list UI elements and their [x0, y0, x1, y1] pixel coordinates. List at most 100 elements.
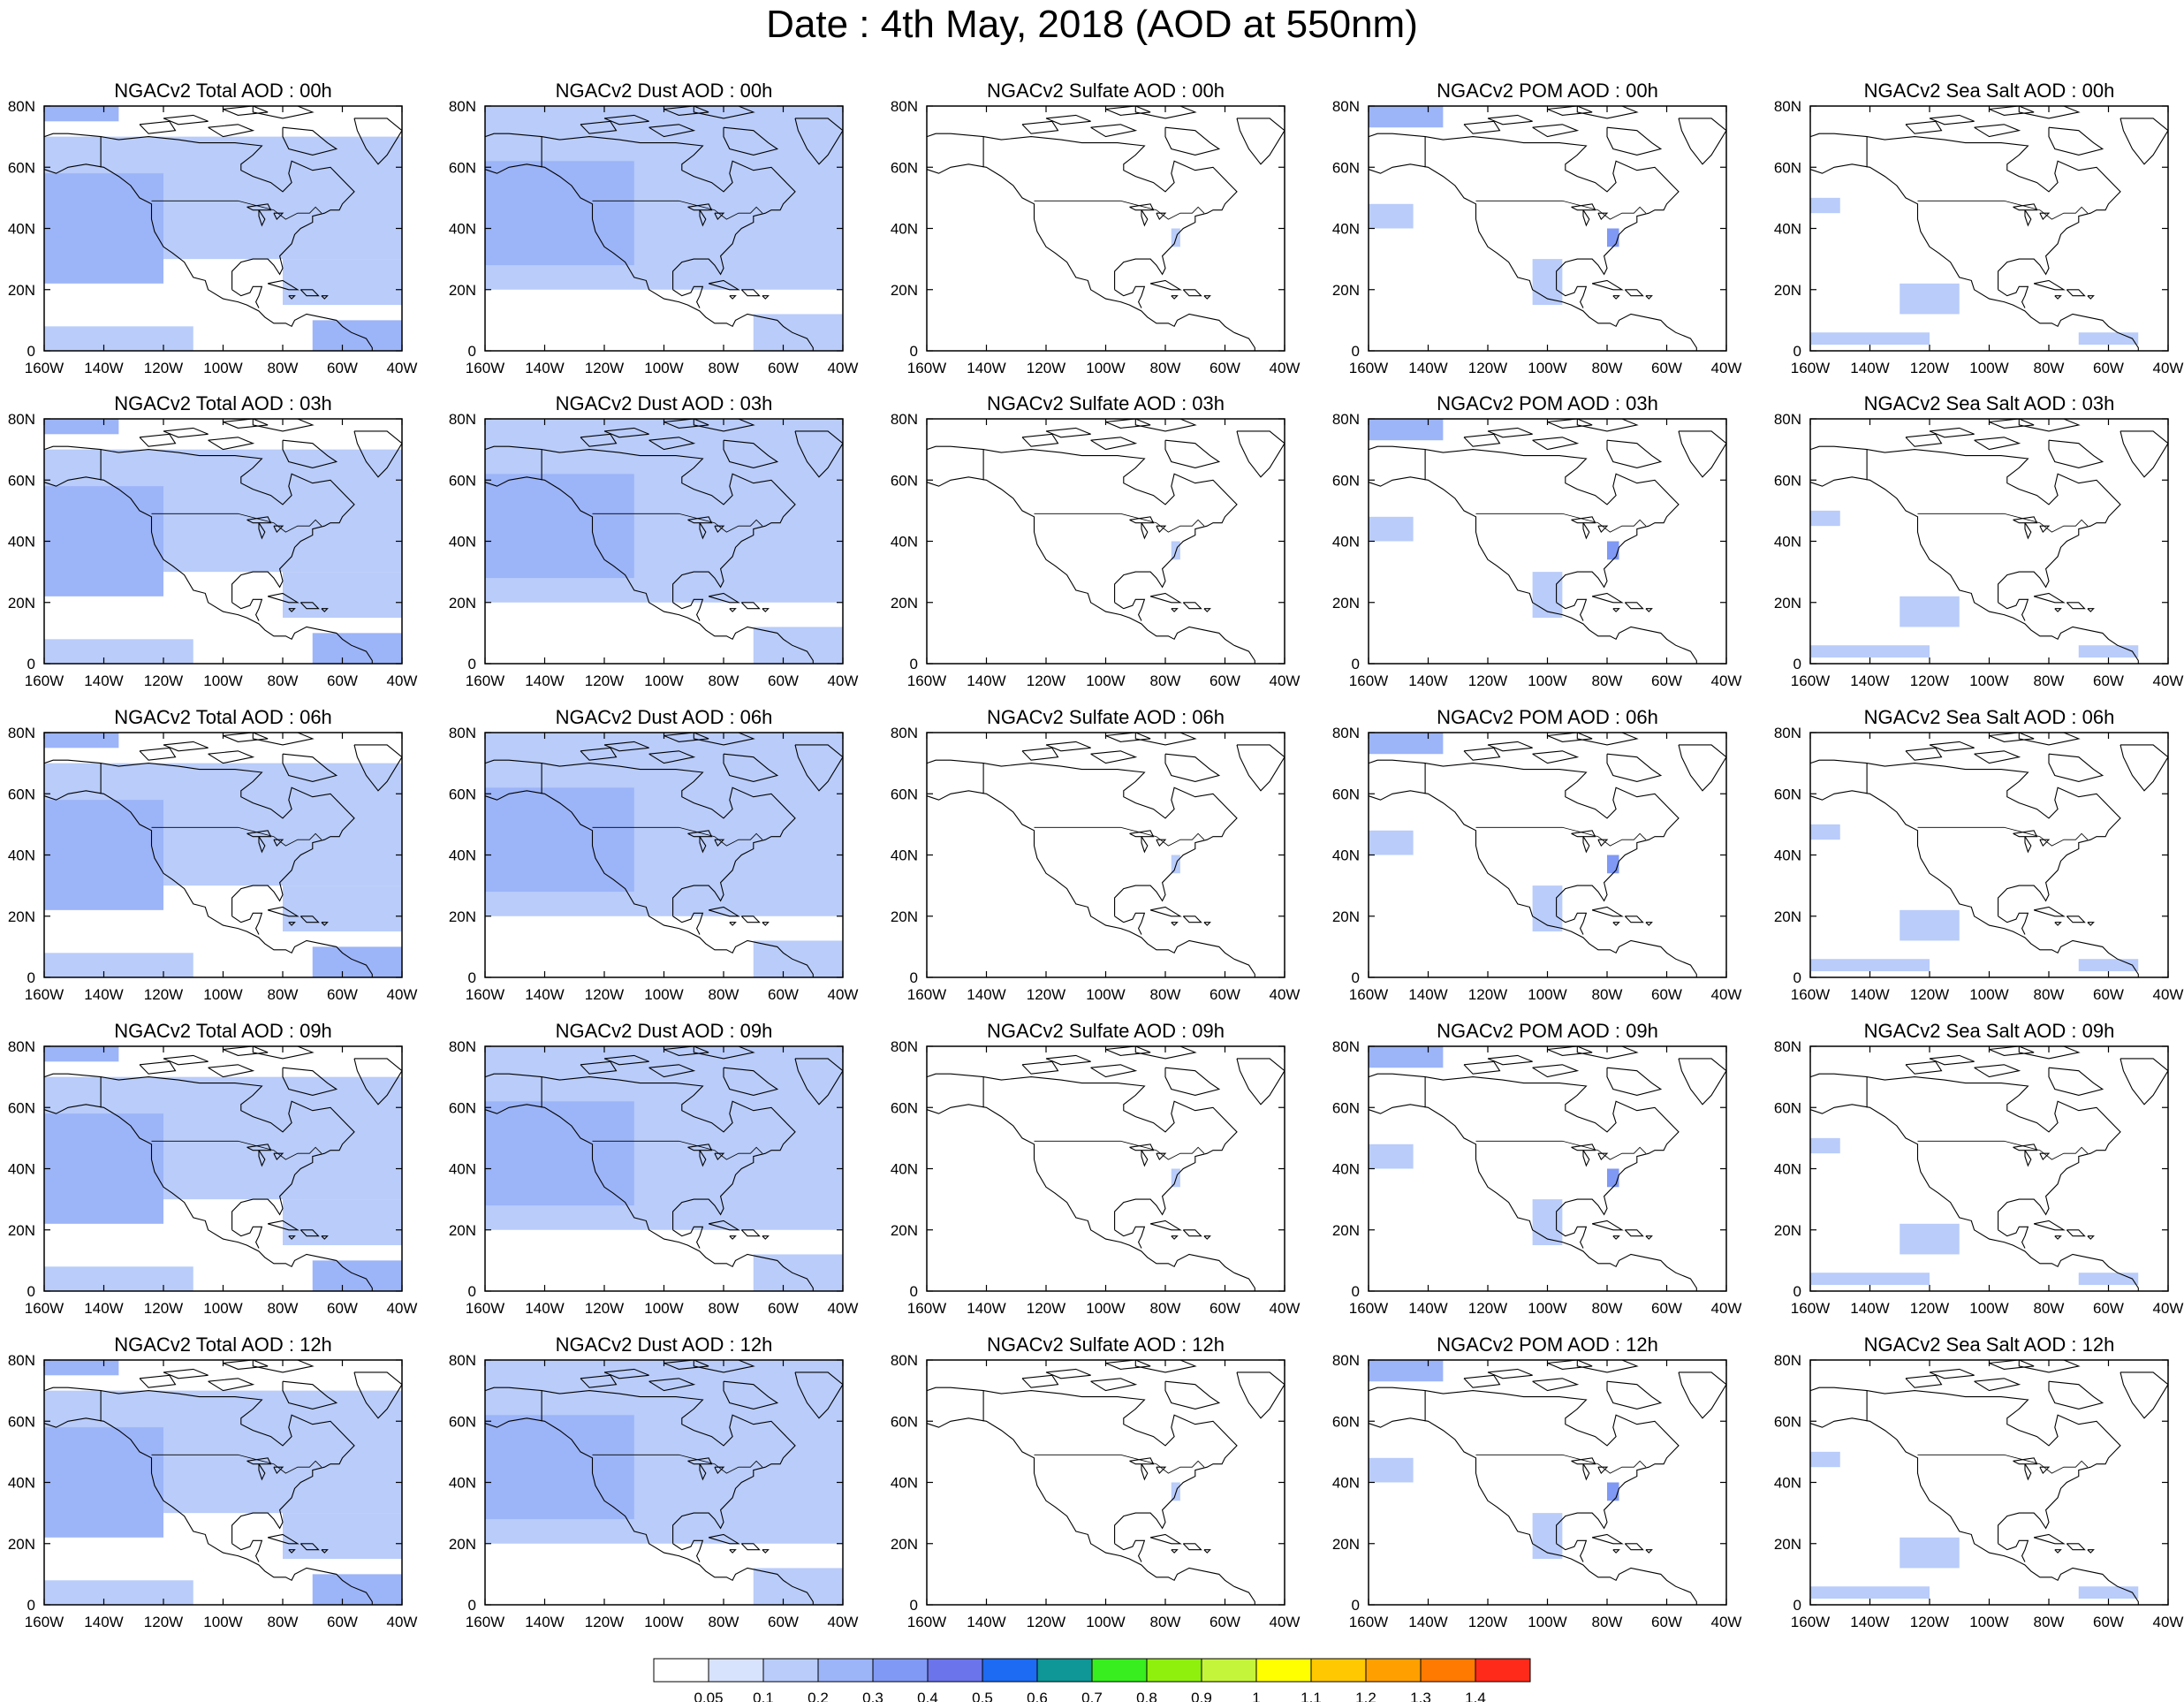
coastline: [1612, 922, 1620, 926]
y-tick-label: 40N: [8, 1161, 35, 1178]
y-tick-label: 0: [27, 656, 35, 672]
x-tick-label: 140W: [1408, 1614, 1447, 1630]
country-border: [151, 1454, 322, 1474]
map-panel-total-06h: NGACv2 Total AOD : 06h 160W 140W 120W 100W 80…: [8, 706, 418, 1003]
coastline: [1487, 1054, 1533, 1066]
lake-outline: [1129, 830, 1155, 838]
coastline: [1556, 598, 1588, 621]
coastline: [1532, 1064, 1580, 1078]
x-tick-label: 100W: [644, 360, 683, 376]
coastline: [580, 1060, 618, 1075]
coastline: [1532, 1378, 1580, 1392]
x-tick-label: 160W: [1791, 1300, 1830, 1317]
aod-field-cell: [1369, 1360, 1444, 1382]
y-tick-label: 60N: [891, 786, 918, 802]
aod-field-cell: [2078, 332, 2139, 346]
x-tick-label: 40W: [2153, 672, 2184, 689]
x-tick-label: 60W: [2093, 986, 2124, 1003]
coastline: [1369, 759, 1680, 916]
map-plot: 160W 140W 120W 100W 80W 60W 40W 0 20N 40N 60N 80N: [1332, 725, 1742, 1003]
coastline: [1105, 1046, 1151, 1056]
colorbar-swatch: [927, 1658, 983, 1683]
lake-outline: [699, 1150, 707, 1167]
coastline: [44, 163, 373, 351]
coastline: [1487, 741, 1533, 752]
coastline: [927, 1387, 1238, 1544]
coastline: [2066, 916, 2086, 923]
coastline: [2087, 295, 2095, 300]
aod-field-cell: [1532, 1199, 1563, 1246]
y-tick-label: 20N: [891, 1222, 918, 1239]
coastline: [2120, 1371, 2168, 1419]
x-tick-label: 120W: [1027, 1300, 1065, 1317]
coastline: [794, 118, 843, 165]
coastline: [1114, 598, 1146, 621]
map-plot: 160W 140W 120W 100W 80W 60W 40W 0 20N 40N 60N 80N: [1332, 411, 1742, 689]
x-tick-label: 120W: [1468, 672, 1507, 689]
coastline: [1236, 1058, 1285, 1106]
lake-outline: [1141, 836, 1149, 854]
coastline: [208, 124, 255, 138]
lake-outline: [1141, 522, 1149, 540]
x-tick-label: 60W: [1651, 672, 1682, 689]
coastline: [580, 433, 618, 447]
coastline: [267, 592, 300, 604]
x-tick-label: 120W: [585, 1300, 624, 1317]
country-border: [1475, 1454, 1647, 1474]
x-tick-label: 40W: [1270, 986, 1301, 1003]
aod-field-cell: [1369, 106, 1444, 128]
x-tick-label: 40W: [2153, 1300, 2184, 1317]
coastline: [2087, 1549, 2095, 1554]
x-tick-label: 140W: [1850, 360, 1889, 376]
coastline: [1182, 916, 1202, 923]
coastline: [139, 1374, 177, 1388]
coastline: [2120, 430, 2168, 478]
y-tick-label: 0: [1793, 1283, 1801, 1300]
coastline: [762, 295, 770, 300]
x-tick-label: 40W: [2153, 986, 2184, 1003]
coastline: [2018, 1360, 2081, 1373]
x-tick-label: 40W: [1270, 1614, 1301, 1630]
coastline: [2054, 608, 2062, 612]
coastline: [1810, 163, 2139, 351]
coastline: [580, 1374, 618, 1388]
coastline: [2054, 295, 2062, 300]
aod-field-cell: [1810, 824, 1840, 840]
map-panel-sulfate-12h: NGACv2 Sulfate AOD : 12h 160W 140W 120W 100W…: [891, 1333, 1301, 1630]
x-tick-label: 40W: [387, 1300, 418, 1317]
y-tick-label: 20N: [1774, 1536, 1801, 1553]
colorbar-label: 0.8: [1136, 1690, 1157, 1702]
x-tick-label: 120W: [1027, 360, 1065, 376]
x-tick-label: 100W: [203, 672, 242, 689]
y-tick-label: 20N: [8, 595, 35, 612]
aod-field-cell: [44, 1266, 193, 1291]
coastline: [1547, 419, 1593, 429]
coastline: [1810, 1387, 2121, 1544]
aod-field-cell: [1369, 1144, 1414, 1169]
y-tick-label: 80N: [449, 725, 476, 741]
coastline: [762, 608, 770, 612]
coastline: [1134, 733, 1197, 746]
lake-outline: [2013, 830, 2038, 838]
coastline: [1678, 430, 1726, 478]
y-tick-label: 80N: [1774, 1038, 1801, 1055]
coastline: [321, 1235, 329, 1240]
coastline: [1164, 126, 1221, 156]
x-tick-label: 140W: [525, 360, 564, 376]
coastline: [2018, 106, 2081, 119]
coastline: [1105, 419, 1151, 429]
x-tick-label: 120W: [144, 360, 183, 376]
y-tick-label: 80N: [8, 1038, 35, 1055]
x-tick-label: 120W: [1468, 1614, 1507, 1630]
coastline: [288, 1235, 296, 1240]
x-tick-label: 140W: [1408, 1300, 1447, 1317]
y-tick-label: 0: [27, 1597, 35, 1614]
x-tick-label: 140W: [967, 1614, 1005, 1630]
y-tick-label: 60N: [1774, 472, 1801, 489]
x-tick-label: 160W: [1349, 1300, 1388, 1317]
plot-area: [1369, 1046, 1726, 1291]
lake-outline: [258, 1463, 266, 1481]
aod-field-cell: [1369, 1457, 1414, 1483]
aod-field-cell: [1532, 1513, 1563, 1560]
y-tick-label: 40N: [449, 221, 476, 238]
